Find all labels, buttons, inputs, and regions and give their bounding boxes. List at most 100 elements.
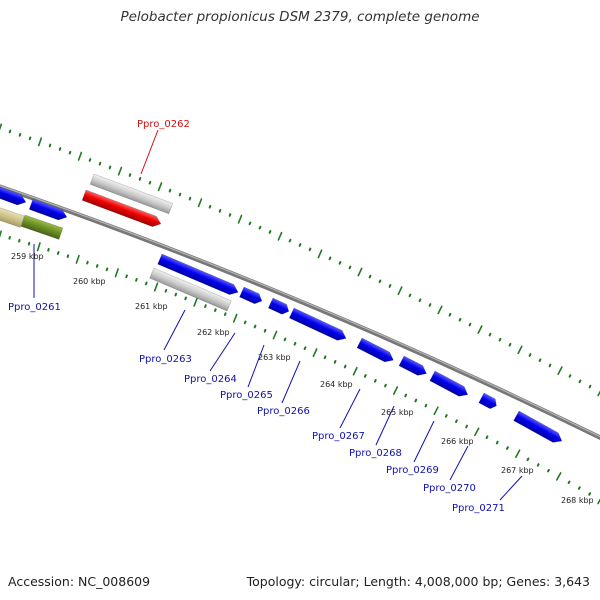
- gene-ppro-0260-a[interactable]: [0, 183, 28, 207]
- outer-minor-tick: [28, 136, 32, 141]
- inner-major-tick: [514, 449, 521, 459]
- gene-ppro-0270[interactable]: [478, 392, 499, 411]
- outer-minor-tick: [108, 165, 112, 170]
- inner-major-tick: [272, 330, 278, 340]
- inner-major-tick: [75, 254, 80, 264]
- inner-minor-tick: [283, 337, 287, 342]
- gene-ppro-0268[interactable]: [398, 355, 429, 379]
- outer-minor-tick: [188, 196, 192, 201]
- gene-ppro-0260-a-shape: [0, 183, 27, 206]
- outer-minor-tick: [208, 204, 212, 209]
- outer-minor-tick: [548, 363, 552, 368]
- gene-ppro-0265-shape: [267, 297, 290, 315]
- inner-major-tick: [352, 366, 358, 376]
- gene-ppro-0263-track-shape: [157, 253, 239, 295]
- gene-ppro-0268-shape: [398, 355, 427, 376]
- outer-minor-tick: [98, 161, 102, 166]
- gene-ppro-0262[interactable]: [81, 189, 163, 229]
- gene-ppro-0264[interactable]: [239, 286, 265, 306]
- inner-minor-tick: [414, 398, 418, 403]
- inner-major-tick: [153, 282, 159, 292]
- gene-ppro-0265[interactable]: [267, 297, 291, 316]
- gene-ppro-0269[interactable]: [429, 370, 470, 399]
- gene-ppro-0267[interactable]: [356, 337, 396, 365]
- gene-ppro-0266[interactable]: [288, 307, 348, 343]
- inner-minor-tick: [506, 446, 509, 450]
- inner-major-tick: [312, 348, 318, 358]
- gene-gray-0263[interactable]: [149, 267, 232, 312]
- leader-ppro-0270: [449, 445, 469, 481]
- outer-minor-tick: [328, 256, 332, 261]
- gene-label-ppro-0269[interactable]: Ppro_0269: [386, 465, 439, 476]
- outer-minor-tick: [388, 284, 392, 288]
- gene-ppro-0262-shape: [81, 189, 162, 227]
- accession-text: Accession: NC_008609: [8, 574, 151, 589]
- gene-label-ppro-0267[interactable]: Ppro_0267: [312, 431, 365, 442]
- outer-minor-tick: [508, 342, 512, 347]
- outer-minor-tick: [298, 243, 302, 247]
- inner-minor-tick: [343, 364, 347, 369]
- outer-major-tick: [117, 166, 123, 176]
- scale-labels: 259 kbp 260 kbp 261 kbp 262 kbp 263 kbp …: [11, 252, 594, 505]
- gene-ppro-0260-b-shape: [28, 198, 68, 221]
- gene-ppro-0269-shape: [429, 370, 469, 397]
- inner-minor-tick: [424, 403, 428, 408]
- gene-label-ppro-0262[interactable]: Ppro_0262: [137, 119, 190, 130]
- gene-label-ppro-0263[interactable]: Ppro_0263: [139, 354, 192, 365]
- outer-minor-tick: [128, 173, 132, 177]
- gene-tan-partial[interactable]: [0, 204, 25, 228]
- outer-minor-tick: [48, 143, 52, 148]
- inner-major-tick: [0, 230, 2, 238]
- outer-minor-tick: [88, 158, 92, 162]
- inner-minor-tick: [465, 424, 468, 429]
- gene-ppro-0264-shape: [239, 286, 263, 305]
- outer-minor-tick: [448, 312, 452, 317]
- gene-gray-0262-partner[interactable]: [89, 173, 174, 215]
- scale-label-267: 267 kbp: [501, 466, 534, 475]
- outer-minor-tick: [248, 221, 252, 226]
- inner-minor-tick: [455, 419, 458, 423]
- inner-minor-tick: [536, 463, 540, 467]
- gene-ppro-0271[interactable]: [513, 410, 565, 446]
- inner-minor-tick: [567, 480, 571, 484]
- inner-minor-tick: [95, 264, 99, 268]
- gene-label-ppro-0270[interactable]: Ppro_0270: [423, 483, 476, 494]
- inner-minor-tick: [105, 267, 109, 272]
- inner-minor-tick: [8, 236, 11, 240]
- gene-labels: Ppro_0262 Ppro_0261 Ppro_0263 Ppro_0264 …: [8, 119, 505, 514]
- outer-minor-tick: [458, 317, 462, 322]
- inner-minor-tick: [404, 393, 408, 398]
- outer-minor-tick: [8, 129, 12, 134]
- gene-label-ppro-0265[interactable]: Ppro_0265: [220, 390, 273, 401]
- inner-minor-tick: [144, 281, 148, 286]
- inner-minor-tick: [323, 355, 327, 360]
- gene-ppro-0261[interactable]: [20, 214, 64, 240]
- inner-minor-tick: [174, 292, 178, 297]
- outer-minor-tick: [468, 322, 472, 327]
- gene-ppro-0263-track[interactable]: [157, 253, 241, 297]
- inner-minor-tick: [444, 414, 448, 418]
- outer-major-tick: [157, 182, 163, 192]
- inner-major-tick: [555, 472, 562, 481]
- gene-label-ppro-0264[interactable]: Ppro_0264: [184, 374, 237, 385]
- inner-minor-tick: [374, 379, 377, 383]
- gene-label-ppro-0266[interactable]: Ppro_0266: [257, 406, 310, 417]
- inner-major-tick: [114, 268, 119, 278]
- outer-minor-tick: [168, 188, 172, 193]
- inner-minor-tick: [384, 383, 387, 388]
- outer-tick-ring: [0, 123, 600, 397]
- genome-backbone: [0, 184, 600, 441]
- outer-major-tick: [37, 137, 43, 147]
- map-title: Pelobacter propionicus DSM 2379, complet…: [120, 9, 480, 25]
- outer-major-tick: [317, 249, 323, 259]
- outer-major-tick: [517, 345, 523, 355]
- inner-major-tick: [597, 498, 600, 505]
- gene-label-ppro-0261[interactable]: Ppro_0261: [8, 302, 61, 313]
- outer-minor-tick: [348, 265, 352, 270]
- gene-label-ppro-0271[interactable]: Ppro_0271: [452, 503, 505, 514]
- inner-major-tick: [36, 242, 41, 252]
- outer-major-tick: [437, 305, 443, 315]
- gene-ppro-0260-b[interactable]: [28, 198, 68, 222]
- gene-label-ppro-0268[interactable]: Ppro_0268: [349, 448, 402, 459]
